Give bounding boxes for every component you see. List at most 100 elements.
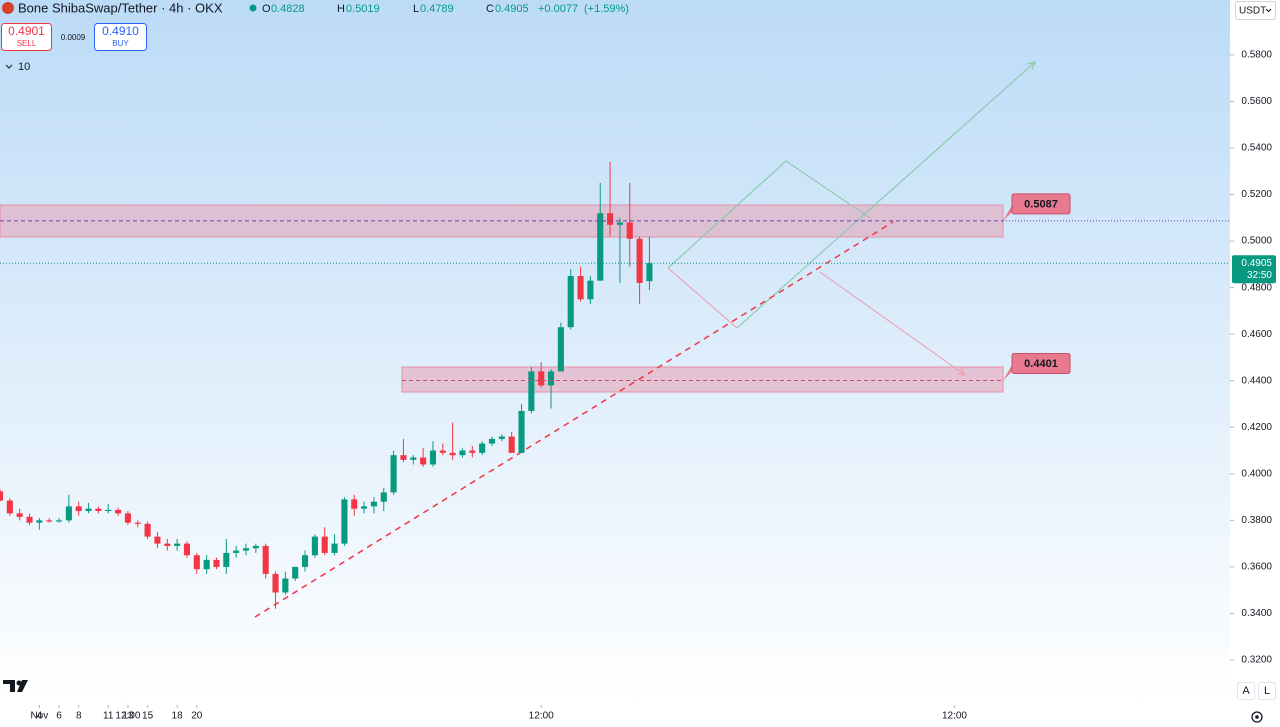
candle-body	[321, 536, 328, 553]
indicators-count: 10	[18, 61, 30, 73]
zone-label-box	[1011, 352, 1071, 374]
currency-button[interactable]	[1235, 1, 1276, 20]
candle-body	[577, 275, 584, 300]
auto-scale-text: A	[1242, 685, 1250, 697]
candle-body	[223, 552, 230, 567]
candle-body	[301, 555, 309, 567]
candle-body	[597, 213, 604, 281]
zone-label: 0.4401	[1024, 358, 1058, 370]
candle-body	[203, 559, 210, 570]
candle-body	[449, 452, 456, 456]
candle-body	[429, 450, 437, 465]
trendline	[254, 221, 894, 618]
candle-body	[459, 450, 466, 456]
auto-scale-button[interactable]	[1237, 682, 1255, 700]
buy-label: BUY	[112, 39, 129, 48]
candle-body	[134, 522, 141, 524]
candle-body	[252, 545, 259, 549]
y-tick-label: 0.4800	[1241, 282, 1272, 293]
candle-body	[439, 450, 446, 453]
candle-body	[16, 513, 23, 517]
candle-body	[174, 543, 181, 546]
candle-body	[370, 501, 377, 507]
y-tick-label: 0.5200	[1241, 189, 1272, 200]
candle-body	[242, 548, 250, 551]
candle-body	[272, 573, 279, 593]
candle-body	[616, 222, 623, 225]
candle-body	[538, 371, 545, 386]
price-axis-background	[1230, 0, 1280, 727]
buy-button[interactable]	[94, 23, 147, 51]
settings-button[interactable]	[1251, 711, 1263, 723]
legend-value: 0.4828	[271, 3, 305, 15]
candle-body	[213, 559, 220, 567]
log-scale-text: L	[1264, 685, 1270, 697]
y-tick-label: 0.5600	[1241, 96, 1272, 107]
symbol-icon	[2, 2, 14, 14]
candle-body	[193, 555, 200, 570]
candle-body	[410, 457, 417, 460]
tradingview-logo	[3, 680, 28, 692]
candle-body	[518, 410, 525, 453]
currency-chevron	[1265, 8, 1272, 13]
buy-price: 0.4910	[102, 24, 139, 38]
y-tick-label: 0.3600	[1241, 562, 1272, 573]
log-scale-button[interactable]	[1258, 682, 1276, 700]
candle-body	[341, 499, 348, 544]
candle-body	[164, 543, 171, 546]
candle-body	[380, 492, 387, 502]
candle-body	[420, 457, 427, 465]
last-price-tag	[1232, 255, 1276, 284]
candle-body	[124, 513, 131, 523]
arrow-head	[956, 367, 966, 376]
x-tick-label: 8	[76, 711, 82, 722]
spread: 0.0009	[61, 33, 86, 42]
projection-up	[667, 160, 871, 269]
candle-body	[26, 516, 33, 523]
y-tick-label: 0.5800	[1241, 50, 1272, 61]
countdown: 32:50	[1247, 270, 1272, 281]
sell-button[interactable]	[1, 23, 52, 51]
candle-body	[400, 455, 407, 460]
legend-change: +0.0077	[538, 3, 578, 15]
x-tick-label: 6	[56, 711, 62, 722]
zone-label: 0.5087	[1024, 198, 1058, 210]
candle-body	[636, 238, 643, 283]
candle-body	[65, 506, 72, 521]
sell-label: SELL	[17, 39, 37, 48]
support-zone	[401, 366, 1004, 393]
sell-price: 0.4901	[8, 24, 45, 38]
x-tick-label: 4	[37, 711, 43, 722]
x-tick-label: 12:00	[115, 711, 140, 722]
candle-body	[95, 508, 102, 512]
candle-body	[547, 371, 555, 386]
projection-up-long	[736, 61, 1036, 329]
x-tick-label: 15	[142, 711, 154, 722]
candle-body	[469, 450, 476, 453]
candle-body	[115, 509, 122, 514]
y-tick-label: 0.3200	[1241, 655, 1272, 666]
candle-body	[557, 327, 564, 372]
candle-body	[587, 280, 594, 300]
candle-body	[607, 213, 614, 225]
zone-label-box	[1011, 193, 1071, 215]
y-tick-label: 0.5400	[1241, 143, 1272, 154]
currency: USDT	[1239, 6, 1266, 17]
x-tick-label: 11	[103, 711, 114, 722]
symbol-title: Bone ShibaSwap/Tether · 4h · OKX	[18, 0, 223, 15]
time-axis-background	[0, 705, 1230, 727]
candle-body	[46, 520, 53, 522]
settings-icon	[1255, 715, 1259, 719]
candle-body	[498, 436, 505, 439]
zone-label-pointer	[1003, 361, 1014, 381]
arrow-head	[1026, 61, 1036, 71]
candle-body	[154, 536, 161, 544]
candle-body	[0, 491, 4, 501]
candle-body	[626, 222, 633, 239]
candle-body	[144, 523, 151, 537]
candle-body	[6, 500, 13, 514]
collapse-chevron[interactable]	[5, 64, 13, 69]
plot-background	[0, 0, 1230, 705]
candle-body	[479, 443, 486, 453]
